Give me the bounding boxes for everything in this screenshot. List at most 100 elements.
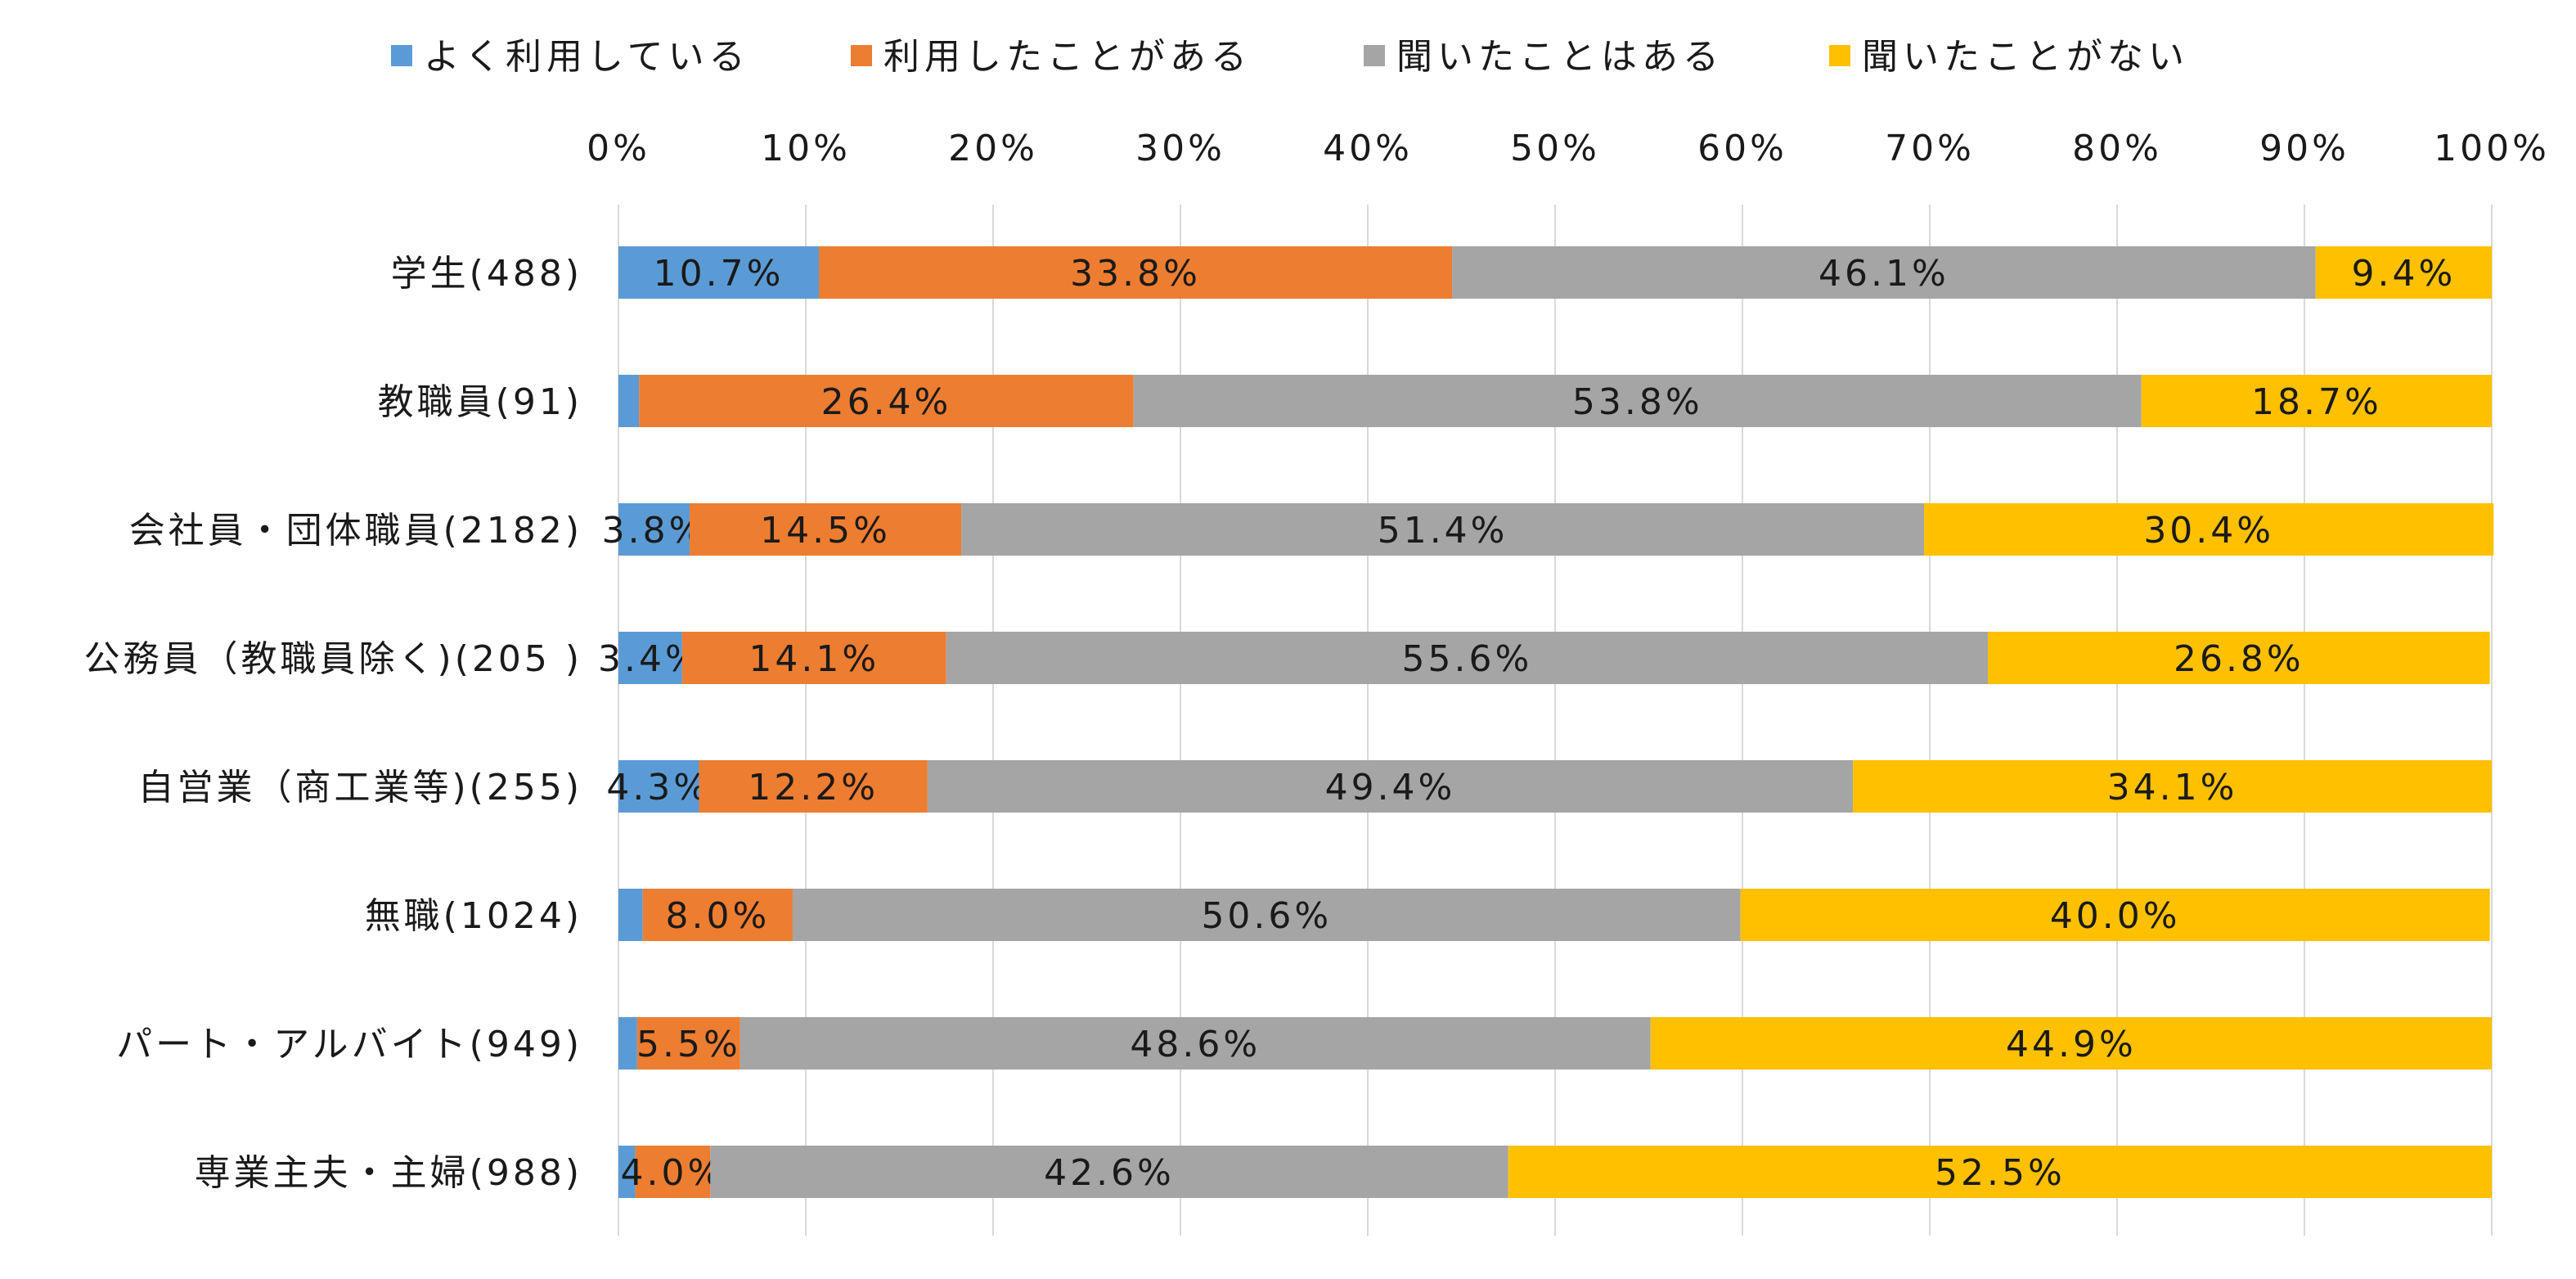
- legend-swatch: [1829, 45, 1850, 66]
- legend-label: 利用したことがある: [883, 36, 1252, 78]
- category-label: 学生(488): [391, 253, 582, 295]
- bar-segment: [681, 632, 946, 684]
- bar-segment: [710, 1146, 1508, 1198]
- bar-segment: [1508, 1146, 2492, 1198]
- x-tick-label: 80%: [2072, 128, 2162, 169]
- bar-segment: [699, 760, 928, 813]
- bar-segment: [2315, 246, 2492, 299]
- legend-swatch: [851, 45, 872, 66]
- category-label: 無職(1024): [365, 895, 582, 937]
- legend-item: 聞いたことがない: [1829, 36, 2189, 78]
- data-label: 14.5%: [760, 510, 891, 552]
- legend-item: よく利用している: [391, 36, 750, 78]
- bar-row: 10.7% 33.8% 46.1% 9.4%: [618, 246, 2492, 299]
- legend: よく利用している 利用したことがある 聞いたことはある 聞いたことがない: [391, 36, 2189, 78]
- data-label: 46.1%: [1818, 253, 1949, 295]
- x-tick-label: 60%: [1697, 128, 1787, 169]
- bar-row: 4.3% 12.2% 49.4% 34.1%: [606, 760, 2492, 813]
- data-label: 5.5%: [636, 1024, 741, 1065]
- legend-label: 聞いたことはある: [1396, 36, 1724, 78]
- legend-swatch: [391, 45, 412, 66]
- data-label: 49.4%: [1325, 767, 1456, 808]
- bar-segment: [1650, 1017, 2492, 1070]
- x-tick-label: 30%: [1135, 128, 1225, 169]
- category-label: 自営業（商工業等)(255): [138, 767, 582, 808]
- bar-segment: [740, 1017, 1651, 1070]
- data-label: 26.4%: [821, 381, 952, 423]
- bar-row: 5.5% 48.6% 44.9%: [618, 1017, 2492, 1070]
- gridlines: [618, 205, 2493, 1236]
- category-label: パート・アルバイト(949): [116, 1024, 582, 1065]
- bar-segment: [690, 503, 962, 556]
- bar-segment: [927, 760, 1854, 813]
- data-label: 26.8%: [2174, 638, 2304, 680]
- bar-segment: [618, 760, 699, 813]
- data-label: 9.4%: [2351, 253, 2456, 295]
- legend-item: 聞いたことはある: [1364, 36, 1724, 78]
- data-label: 55.6%: [1401, 638, 1532, 680]
- legend-label: よく利用している: [424, 36, 750, 78]
- bar-segment: [1987, 632, 2490, 684]
- bar-row: 4.0% 42.6% 52.5%: [618, 1146, 2492, 1198]
- bar-segment: [635, 1146, 711, 1198]
- bar-segment: [642, 889, 793, 941]
- legend-label: 聞いたことがない: [1862, 36, 2189, 78]
- bar-segment: [946, 632, 1988, 684]
- data-label: 50.6%: [1201, 895, 1332, 937]
- bar-segment: [1924, 503, 2494, 556]
- data-label: 8.0%: [665, 895, 770, 937]
- data-label: 52.5%: [1935, 1152, 2066, 1194]
- bar-row: 8.0% 50.6% 40.0%: [618, 889, 2490, 941]
- bar-segment: [639, 375, 1134, 427]
- bar-segment: [1740, 889, 2490, 941]
- bar-segment: [1452, 246, 2316, 299]
- x-axis-tick-labels: 0% 10% 20% 30% 40% 50% 60% 70% 80% 90% 100%: [587, 128, 2550, 169]
- bar-segment: [618, 1017, 637, 1070]
- bar-segment: [618, 375, 640, 427]
- bar-segment: [1853, 760, 2492, 813]
- data-label: 51.4%: [1378, 510, 1508, 552]
- data-label: 18.7%: [2251, 381, 2382, 423]
- bar-row: 26.4% 53.8% 18.7%: [618, 375, 2492, 427]
- data-label: 48.6%: [1130, 1024, 1261, 1065]
- x-tick-label: 10%: [761, 128, 851, 169]
- data-label: 12.2%: [748, 767, 879, 808]
- data-label: 4.0%: [621, 1152, 726, 1194]
- bar-segment: [819, 246, 1453, 299]
- data-label: 14.1%: [749, 638, 879, 680]
- category-label: 専業主夫・主婦(988): [195, 1152, 582, 1194]
- data-label: 44.9%: [2006, 1024, 2137, 1065]
- data-label: 10.7%: [654, 253, 784, 295]
- data-label: 53.8%: [1572, 381, 1703, 423]
- x-tick-label: 20%: [948, 128, 1038, 169]
- data-label: 4.3%: [606, 767, 711, 808]
- bar-segment: [1133, 375, 2142, 427]
- data-label: 34.1%: [2107, 767, 2238, 808]
- data-label: 40.0%: [2050, 895, 2181, 937]
- bar-segment: [2141, 375, 2492, 427]
- x-tick-label: 90%: [2259, 128, 2349, 169]
- x-tick-label: 50%: [1510, 128, 1600, 169]
- bars: 10.7% 33.8% 46.1% 9.4% 26.4% 53.8% 18.7% 3.8% 14…: [598, 246, 2494, 1198]
- bar-row: 3.4% 14.1% 55.6% 26.8%: [598, 632, 2490, 684]
- bar-segment: [961, 503, 1925, 556]
- category-label: 会社員・団体職員(2182): [129, 510, 582, 552]
- legend-swatch: [1364, 45, 1385, 66]
- bar-segment: [618, 1146, 636, 1198]
- legend-item: 利用したことがある: [851, 36, 1252, 78]
- data-label: 3.8%: [602, 510, 707, 552]
- data-label: 30.4%: [2143, 510, 2274, 552]
- bar-row: 3.8% 14.5% 51.4% 30.4%: [602, 503, 2494, 556]
- x-tick-label: 0%: [587, 128, 650, 169]
- bar-segment: [636, 1017, 740, 1070]
- bar-segment: [618, 246, 820, 299]
- bar-segment: [618, 503, 690, 556]
- bar-segment: [618, 889, 643, 941]
- category-labels: 学生(488) 教職員(91) 会社員・団体職員(2182) 公務員（教職員除く)(2…: [84, 253, 582, 1194]
- data-label: 42.6%: [1044, 1152, 1175, 1194]
- data-label: 33.8%: [1070, 253, 1201, 295]
- x-tick-label: 40%: [1323, 128, 1413, 169]
- x-tick-label: 100%: [2434, 128, 2550, 169]
- bar-segment: [618, 632, 682, 684]
